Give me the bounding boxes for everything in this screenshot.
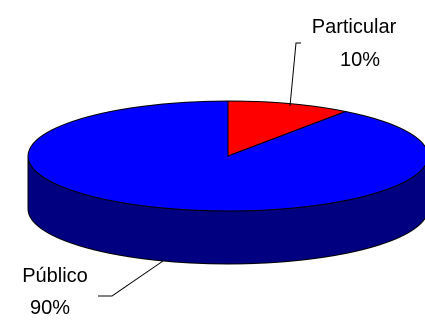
leader-line-publico bbox=[98, 260, 164, 297]
pie-slice-publico bbox=[27, 100, 425, 212]
slice-label-publico-value: 90% bbox=[30, 297, 70, 319]
leader-line-particular bbox=[289, 42, 301, 107]
pie-tops bbox=[27, 100, 425, 212]
slice-label-particular-value: 10% bbox=[340, 49, 380, 71]
slice-labels: Particular 10% Público 90% bbox=[22, 16, 396, 319]
slice-label-publico-name: Público bbox=[22, 265, 88, 287]
slice-label-particular-name: Particular bbox=[312, 16, 397, 38]
leader-lines bbox=[98, 42, 301, 297]
